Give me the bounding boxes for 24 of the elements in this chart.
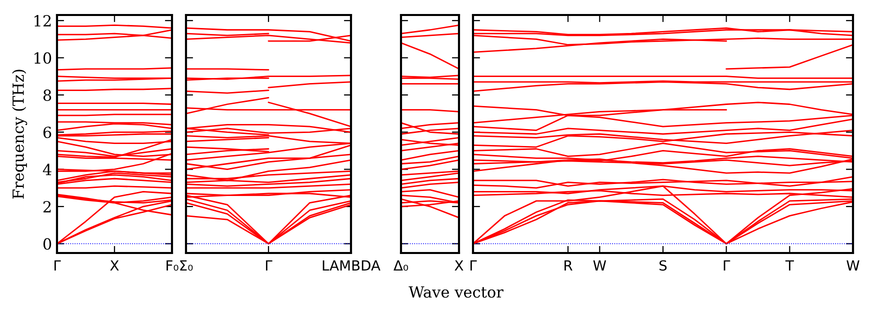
x-tick-label: Γ: [54, 260, 61, 270]
y-tick-label: 2: [43, 200, 51, 212]
x-tick-label: W: [846, 260, 860, 270]
x-tick-label: Σ₀: [180, 260, 193, 271]
y-axis-title: Frequency (THz): [12, 70, 28, 199]
x-tick-label: S: [660, 260, 667, 271]
x-axis-title: Wave vector: [408, 286, 504, 298]
x-tick-label: X: [110, 260, 119, 270]
x-tick-label: Δ₀: [394, 260, 408, 271]
x-tick-label: F₀: [166, 260, 178, 271]
y-tick-label: 8: [43, 89, 52, 101]
x-tick-label: T: [785, 260, 794, 270]
x-tick-label: R: [564, 260, 572, 270]
y-tick-label: 12: [34, 15, 51, 26]
y-tick-label: 10: [34, 52, 52, 64]
y-tick-label: 4: [42, 164, 52, 176]
x-tick-label: Γ: [724, 260, 730, 270]
x-tick-label: LAMBDA: [322, 260, 380, 270]
y-tick-label: 6: [43, 126, 52, 138]
x-tick-label: X: [454, 260, 464, 270]
x-tick-label: Γ: [266, 260, 272, 270]
x-tick-label: W: [593, 260, 606, 270]
y-tick-label: 0: [43, 238, 52, 250]
x-tick-label: Γ: [470, 260, 477, 270]
